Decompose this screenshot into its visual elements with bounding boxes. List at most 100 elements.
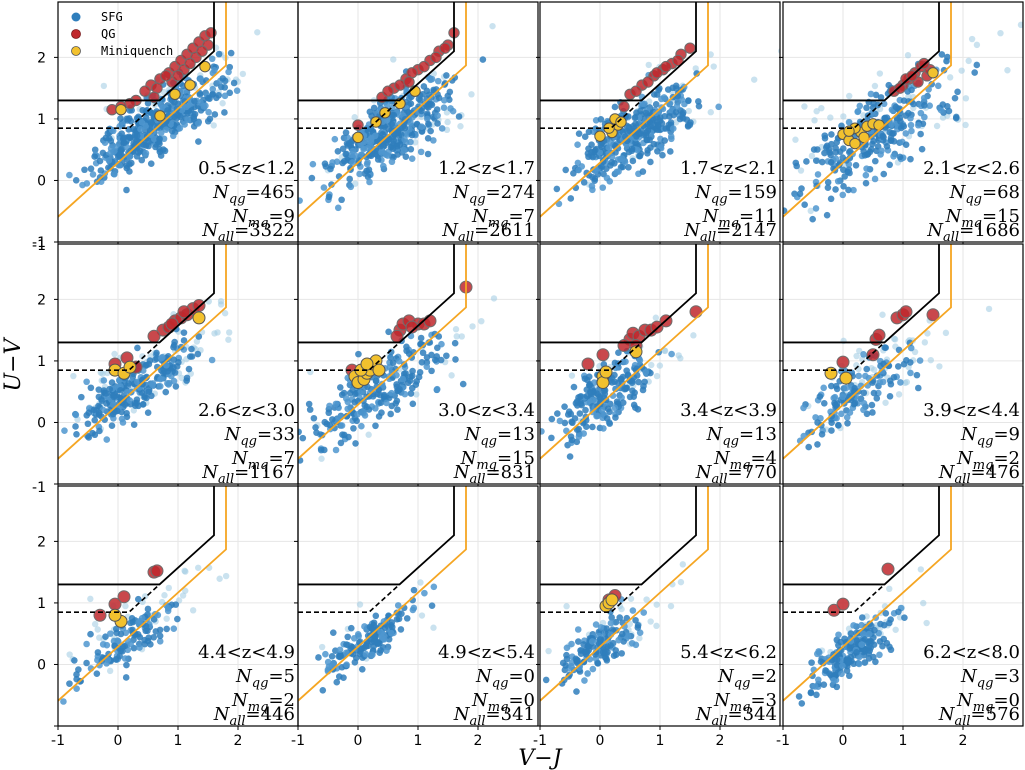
sfg-point bbox=[901, 614, 908, 622]
x-tick-label: 0 bbox=[114, 733, 123, 749]
sfg-point bbox=[568, 436, 576, 444]
miniquench-point bbox=[352, 131, 364, 144]
sfg-point bbox=[90, 406, 98, 414]
legend: SFG QG Miniquench bbox=[71, 10, 173, 58]
orange-line bbox=[783, 2, 952, 218]
orange-line bbox=[783, 486, 952, 702]
sfg-point bbox=[185, 365, 193, 373]
sfg-point bbox=[123, 186, 130, 194]
sfg-point-faint bbox=[933, 122, 941, 130]
sfg-point-faint bbox=[801, 103, 808, 110]
sfg-point bbox=[661, 137, 669, 144]
sfg-point bbox=[823, 211, 831, 219]
miniquench-point bbox=[184, 79, 196, 91]
sfg-point bbox=[226, 89, 234, 97]
sfg-point bbox=[150, 633, 158, 641]
sfg-point-faint bbox=[921, 339, 929, 346]
sfg-point bbox=[839, 393, 846, 400]
n-mq-label: Nmq=15 bbox=[460, 448, 535, 473]
sfg-point-faint bbox=[808, 152, 816, 160]
sfg-point bbox=[418, 107, 425, 115]
sfg-point bbox=[833, 139, 841, 146]
sfg-point bbox=[633, 132, 640, 140]
sfg-point bbox=[180, 337, 188, 344]
sfg-point bbox=[440, 104, 448, 112]
sfg-point bbox=[174, 100, 182, 107]
qg-point bbox=[430, 51, 442, 64]
sfg-point bbox=[554, 410, 561, 417]
sfg-point bbox=[363, 167, 370, 175]
sfg-point bbox=[654, 148, 661, 155]
sfg-point bbox=[864, 151, 871, 158]
qg-point bbox=[581, 357, 595, 371]
sfg-point bbox=[846, 409, 854, 416]
sfg-point bbox=[864, 639, 872, 646]
sfg-point bbox=[372, 377, 380, 385]
sfg-point bbox=[897, 379, 904, 386]
sfg-point bbox=[135, 595, 142, 603]
sfg-point bbox=[197, 75, 204, 82]
sfg-point bbox=[83, 659, 90, 667]
sfg-point bbox=[603, 625, 610, 632]
sfg-point bbox=[926, 102, 933, 109]
sfg-point bbox=[326, 402, 333, 410]
miniquench-point bbox=[115, 103, 127, 116]
sfg-point-faint bbox=[165, 584, 172, 592]
sfg-point bbox=[149, 381, 156, 389]
n-all-label: Nall=2611 bbox=[441, 220, 535, 245]
sfg-point bbox=[858, 621, 865, 629]
sfg-point bbox=[87, 630, 94, 638]
sfg-point bbox=[340, 674, 347, 681]
sfg-point-faint bbox=[182, 587, 189, 594]
sfg-point bbox=[540, 428, 545, 435]
sfg-point bbox=[130, 421, 138, 428]
sfg-point bbox=[808, 659, 815, 666]
miniquench-point bbox=[372, 363, 386, 377]
n-qg-label: Nqg=274 bbox=[452, 182, 535, 207]
sfg-point bbox=[336, 646, 344, 654]
sfg-point bbox=[858, 641, 865, 648]
sfg-point bbox=[608, 614, 615, 621]
sfg-point-faint bbox=[968, 35, 976, 43]
sfg-point bbox=[402, 153, 410, 160]
sfg-point bbox=[905, 109, 912, 117]
sfg-point bbox=[209, 91, 216, 98]
ticks bbox=[294, 540, 479, 730]
sfg-point bbox=[156, 382, 164, 390]
sfg-point bbox=[452, 356, 459, 363]
sfg-point bbox=[952, 114, 960, 122]
sfg-point-faint bbox=[139, 353, 146, 360]
ticks bbox=[536, 298, 721, 488]
sfg-point bbox=[588, 638, 596, 645]
sfg-point bbox=[123, 409, 130, 417]
legend-marker-sfg bbox=[71, 12, 81, 22]
qg-point bbox=[689, 305, 703, 319]
qg-point bbox=[660, 60, 672, 73]
sfg-point bbox=[632, 616, 639, 624]
sfg-point bbox=[632, 139, 639, 147]
sfg-point bbox=[871, 157, 879, 165]
sfg-point bbox=[619, 373, 627, 381]
sfg-point-faint bbox=[417, 579, 424, 586]
quiescent-box-dashed-line bbox=[540, 99, 643, 129]
sfg-point bbox=[446, 88, 454, 96]
sfg-point bbox=[783, 207, 788, 215]
sfg-point-faint bbox=[66, 651, 73, 658]
sfg-point-faint bbox=[647, 618, 654, 625]
qg-point bbox=[139, 85, 151, 97]
x-axis-label: V−J bbox=[518, 746, 562, 770]
sfg-point bbox=[121, 655, 129, 662]
sfg-point bbox=[172, 383, 180, 390]
sfg-point bbox=[907, 369, 914, 377]
sfg-point bbox=[581, 133, 589, 140]
sfg-point bbox=[83, 378, 90, 386]
sfg-point bbox=[144, 99, 152, 107]
sfg-point bbox=[642, 109, 650, 117]
sfg-point-faint bbox=[254, 29, 261, 36]
sfg-point bbox=[343, 641, 350, 648]
sfg-point bbox=[299, 434, 307, 442]
sfg-point bbox=[328, 416, 336, 423]
quiescent-box-dashed-line bbox=[298, 99, 401, 129]
sfg-point bbox=[800, 404, 807, 412]
